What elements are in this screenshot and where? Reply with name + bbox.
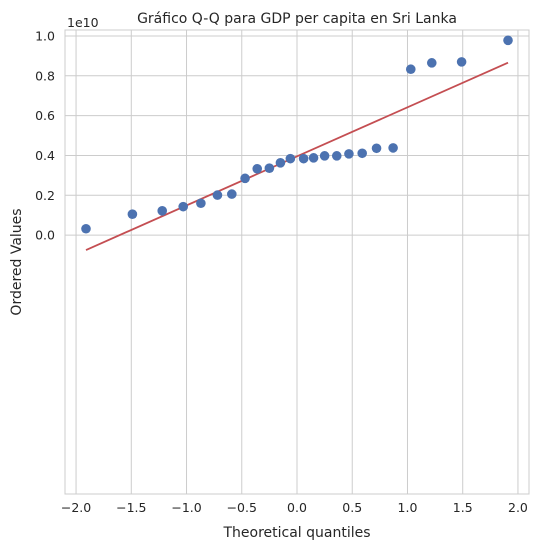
y-axis-label: Ordered Values [9,208,25,315]
data-point [371,143,382,154]
y-tick-label: 0.2 [35,188,55,203]
x-tick-label: 1.5 [453,500,473,515]
y-tick-labels: 0.0 0.2 0.4 0.6 0.8 1.0 [35,28,55,242]
x-tick-labels: −2.0 −1.5 −1.0 −0.5 0.0 0.5 1.0 1.5 2.0 [61,500,528,515]
data-point [388,143,398,153]
fit-line-layer [85,61,509,251]
data-point [81,223,91,234]
data-point [405,64,416,75]
data-point [178,201,189,212]
data-point [196,198,206,209]
data-point [227,189,237,199]
chart-title: Gráfico Q-Q para GDP per capita en Sri L… [137,11,457,27]
x-axis-label: Theoretical quantiles [222,525,370,541]
points-layer [81,35,513,234]
data-point [331,151,342,161]
y-tick-label: 0.8 [35,68,55,83]
x-tick-label: 2.0 [508,500,528,515]
data-point [456,57,467,67]
data-point [308,153,319,163]
data-point [212,190,223,200]
data-point [252,164,263,174]
x-tick-label: −0.5 [227,500,257,515]
data-point [264,163,275,174]
y-tick-label: 0.6 [35,108,55,123]
data-point [344,149,354,159]
x-tick-label: 0.0 [287,500,307,515]
data-point [298,153,309,164]
data-point [319,151,330,161]
x-tick-label: −2.0 [61,500,91,515]
data-point [275,158,286,168]
data-point [503,35,513,46]
x-tick-label: 0.5 [342,500,362,515]
gridlines [65,30,529,494]
data-point [157,206,168,216]
data-point [240,173,250,184]
x-tick-label: −1.0 [171,500,201,515]
y-tick-label: 0.0 [35,228,55,243]
data-point [357,148,367,159]
y-tick-label: 0.4 [35,148,55,163]
data-point [285,153,296,164]
fit-line [85,61,509,251]
x-tick-label: 1.0 [398,500,418,515]
data-point [127,209,138,220]
x-tick-label: −1.5 [116,500,146,515]
data-point [426,58,437,68]
y-offset-label: 1e10 [67,15,99,30]
plot-frame [64,29,530,495]
y-tick-label: 1.0 [35,28,55,43]
